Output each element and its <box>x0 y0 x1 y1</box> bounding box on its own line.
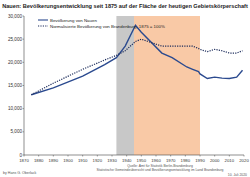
x-tick-label: 2010 <box>225 158 235 163</box>
y-tick <box>23 39 25 40</box>
y-tick <box>23 85 25 86</box>
x-tick <box>53 155 54 157</box>
source: Statistische Gemeindeübersicht und Bevöl… <box>96 168 223 172</box>
x-tick-label: 1870 <box>19 158 29 163</box>
shaded-period <box>134 16 200 155</box>
x-tick-label: 1880 <box>34 158 44 163</box>
legend-label: Normalisierte Bevölkerung von Brandenbur… <box>50 24 165 29</box>
legend-label: Bevölkerung von Nauen <box>50 18 97 23</box>
x-tick <box>244 155 245 157</box>
y-tick-label: 30,000 <box>8 14 22 19</box>
x-tick-label: 2020 <box>239 158 249 163</box>
x-tick-label: 1920 <box>93 158 103 163</box>
x-tick-label: 1940 <box>122 158 132 163</box>
y-tick <box>23 62 25 63</box>
x-tick <box>24 155 25 157</box>
y-tick <box>23 16 25 17</box>
x-tick <box>97 155 98 157</box>
date: 10. Juli 2020 <box>228 173 247 177</box>
series-line <box>31 25 242 95</box>
x-tick-label: 1890 <box>49 158 59 163</box>
plot-area <box>31 16 242 155</box>
legend-swatch <box>38 19 48 20</box>
legend-swatch <box>38 25 48 26</box>
x-tick <box>185 155 186 157</box>
x-tick <box>170 155 171 157</box>
x-tick <box>112 155 113 157</box>
y-tick-label: 10,000 <box>8 106 22 111</box>
y-tick-label: 5,000 <box>11 129 23 134</box>
x-tick <box>38 155 39 157</box>
x-tick <box>141 155 142 157</box>
x-tick-label: 1930 <box>107 158 117 163</box>
x-tick <box>68 155 69 157</box>
y-tick-label: 20,000 <box>8 60 22 65</box>
x-tick-label: 1950 <box>137 158 147 163</box>
y-tick-label: 25,000 <box>8 37 22 42</box>
x-tick-label: 1960 <box>151 158 161 163</box>
series-line <box>31 39 242 95</box>
shaded-period <box>116 16 134 155</box>
x-tick <box>156 155 157 157</box>
y-tick <box>23 108 25 109</box>
x-axis <box>24 155 244 156</box>
x-tick <box>214 155 215 157</box>
y-axis <box>24 16 25 155</box>
x-tick-label: 1910 <box>78 158 88 163</box>
x-tick <box>229 155 230 157</box>
y-tick-label: 15,000 <box>8 83 22 88</box>
title: Nauen: Bevölkerungsentwicklung seit 1875… <box>2 3 248 9</box>
chart: Nauen: Bevölkerungsentwicklung seit 1875… <box>0 0 250 177</box>
author: by Hans G. Oberlack <box>3 171 37 175</box>
x-tick <box>82 155 83 157</box>
x-tick-label: 1900 <box>63 158 73 163</box>
x-tick-label: 1990 <box>195 158 205 163</box>
y-tick <box>23 155 25 156</box>
x-tick-label: 2000 <box>210 158 220 163</box>
x-tick-label: 1970 <box>166 158 176 163</box>
x-tick <box>126 155 127 157</box>
x-tick-label: 1980 <box>181 158 191 163</box>
x-tick <box>200 155 201 157</box>
y-tick <box>23 131 25 132</box>
